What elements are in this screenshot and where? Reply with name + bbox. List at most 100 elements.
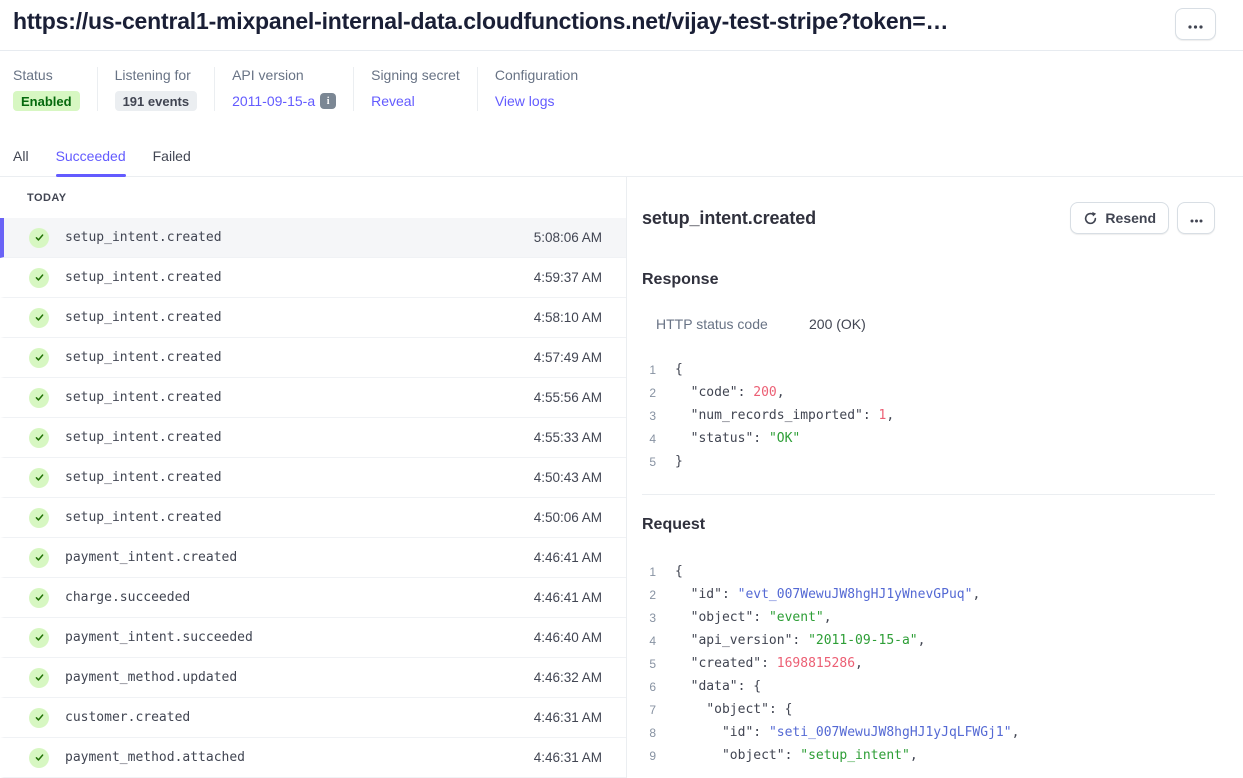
code-line: 5 "created": 1698815286,	[642, 652, 1215, 675]
event-rows: setup_intent.created 5:08:06 AM setup_inte…	[0, 218, 626, 778]
resend-button[interactable]: Resend	[1070, 202, 1169, 234]
code-line: 2 "code": 200,	[642, 381, 1215, 404]
detail-overflow-button[interactable]	[1177, 202, 1215, 234]
event-row[interactable]: setup_intent.created 4:55:56 AM	[0, 378, 626, 418]
meta-signing-secret: Signing secret Reveal	[353, 67, 477, 111]
code-text: {	[675, 564, 683, 579]
event-name: payment_intent.created	[65, 550, 238, 565]
line-number: 5	[649, 454, 656, 469]
event-time: 4:46:31 AM	[533, 710, 602, 725]
section-divider	[642, 494, 1215, 495]
line-number: 9	[649, 748, 656, 763]
event-row[interactable]: setup_intent.created 4:58:10 AM	[0, 298, 626, 338]
event-time: 4:58:10 AM	[533, 310, 602, 325]
status-badge: Enabled	[13, 91, 80, 111]
line-number: 3	[649, 408, 656, 423]
api-version-link[interactable]: 2011-09-15-a	[232, 93, 316, 109]
code-text: "num_records_imported": 1,	[690, 408, 895, 423]
event-list: TODAY setup_intent.created 5:08:06 AM setu…	[0, 177, 627, 778]
request-section-heading: Request	[642, 516, 706, 533]
code-text: "api_version": "2011-09-15-a",	[690, 633, 926, 648]
page-header: https://us-central1-mixpanel-internal-da…	[0, 0, 1243, 51]
line-number: 1	[649, 362, 656, 377]
request-code-block: 1{2 "id": "evt_007WewuJW8hgHJ1yWnevGPuq"…	[642, 560, 1215, 767]
event-row[interactable]: payment_method.attached 4:46:31 AM	[0, 738, 626, 778]
line-number: 2	[649, 587, 656, 602]
line-number: 3	[649, 610, 656, 625]
event-name: setup_intent.created	[65, 350, 222, 365]
event-filter-tabs: All Succeeded Failed	[0, 148, 1243, 177]
detail-event-title: setup_intent.created	[642, 207, 817, 228]
event-row[interactable]: setup_intent.created 4:50:06 AM	[0, 498, 626, 538]
refresh-icon	[1083, 211, 1098, 226]
check-circle-icon	[29, 347, 49, 368]
event-time: 4:46:41 AM	[533, 590, 602, 605]
code-line: 8 "id": "seti_007WewuJW8hgHJ1yJqLFWGj1",	[642, 721, 1215, 744]
info-icon: i	[320, 93, 337, 109]
code-line: 9 "object": "setup_intent",	[642, 744, 1215, 767]
code-text: {	[675, 362, 683, 377]
http-status-label: HTTP status code	[656, 316, 768, 332]
event-row[interactable]: setup_intent.created 4:57:49 AM	[0, 338, 626, 378]
code-line: 3 "object": "event",	[642, 606, 1215, 629]
header-overflow-button[interactable]	[1175, 8, 1216, 40]
event-row[interactable]: charge.succeeded 4:46:41 AM	[0, 578, 626, 618]
code-text: "created": 1698815286,	[690, 656, 863, 671]
code-line: 2 "id": "evt_007WewuJW8hgHJ1yWnevGPuq",	[642, 583, 1215, 606]
code-text: "id": "evt_007WewuJW8hgHJ1yWnevGPuq",	[690, 587, 981, 602]
listening-for-label: Listening for	[114, 67, 191, 83]
event-name: payment_method.attached	[65, 750, 246, 765]
code-line: 3 "num_records_imported": 1,	[642, 404, 1215, 427]
event-name: payment_method.updated	[65, 670, 238, 685]
event-name: customer.created	[65, 710, 191, 725]
event-name: setup_intent.created	[65, 230, 222, 245]
event-name: charge.succeeded	[65, 590, 191, 605]
line-number: 7	[649, 702, 656, 717]
meta-configuration: Configuration View logs	[476, 67, 595, 111]
tab-all[interactable]: All	[13, 148, 29, 164]
events-count-badge: 191 events	[114, 91, 198, 111]
event-name: setup_intent.created	[65, 510, 222, 525]
event-row[interactable]: setup_intent.created 4:55:33 AM	[0, 418, 626, 458]
reveal-secret-link[interactable]: Reveal	[371, 93, 415, 109]
api-version-label: API version	[232, 67, 304, 83]
line-number: 5	[649, 656, 656, 671]
event-time: 4:46:41 AM	[533, 550, 602, 565]
event-time: 4:46:31 AM	[533, 750, 602, 765]
code-line: 4 "status": "OK"	[642, 427, 1215, 450]
event-name: setup_intent.created	[65, 470, 222, 485]
event-row[interactable]: customer.created 4:46:31 AM	[0, 698, 626, 738]
event-detail-panel: setup_intent.created Resend	[627, 177, 1243, 778]
tab-succeeded[interactable]: Succeeded	[55, 148, 126, 177]
endpoint-url-title: https://us-central1-mixpanel-internal-da…	[13, 8, 949, 34]
ellipsis-icon	[1188, 17, 1203, 32]
tab-failed[interactable]: Failed	[152, 148, 191, 164]
view-logs-link[interactable]: View logs	[494, 93, 555, 109]
event-time: 4:57:49 AM	[533, 350, 602, 365]
code-text: "id": "seti_007WewuJW8hgHJ1yJqLFWGj1",	[721, 725, 1020, 740]
line-number: 8	[649, 725, 656, 740]
signing-secret-label: Signing secret	[371, 67, 460, 83]
event-time: 4:55:56 AM	[533, 390, 602, 405]
event-row[interactable]: payment_method.updated 4:46:32 AM	[0, 658, 626, 698]
event-row[interactable]: payment_intent.succeeded 4:46:40 AM	[0, 618, 626, 658]
event-row[interactable]: payment_intent.created 4:46:41 AM	[0, 538, 626, 578]
code-line: 1{	[642, 560, 1215, 583]
event-row[interactable]: setup_intent.created 5:08:06 AM	[0, 218, 626, 258]
line-number: 4	[649, 633, 656, 648]
line-number: 4	[649, 431, 656, 446]
ellipsis-icon	[1190, 211, 1203, 226]
event-row[interactable]: setup_intent.created 4:59:37 AM	[0, 258, 626, 298]
event-name: setup_intent.created	[65, 310, 222, 325]
line-number: 6	[649, 679, 656, 694]
code-line: 5}	[642, 450, 1215, 473]
resend-button-label: Resend	[1105, 210, 1156, 226]
event-group-header: TODAY	[27, 191, 67, 204]
code-line: 7 "object": {	[642, 698, 1215, 721]
configuration-label: Configuration	[494, 67, 579, 83]
code-text: }	[675, 454, 683, 469]
event-row[interactable]: setup_intent.created 4:50:43 AM	[0, 458, 626, 498]
response-section-heading: Response	[642, 271, 719, 288]
content-area: TODAY setup_intent.created 5:08:06 AM setu…	[0, 177, 1243, 778]
